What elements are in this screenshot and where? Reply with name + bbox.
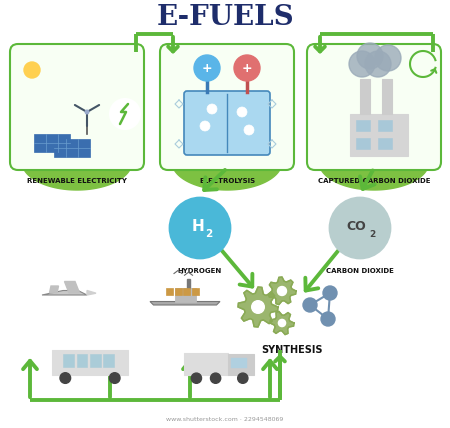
Circle shape	[349, 51, 375, 77]
Circle shape	[279, 319, 286, 327]
Polygon shape	[22, 162, 132, 190]
Text: CARBON DIOXIDE: CARBON DIOXIDE	[326, 268, 394, 274]
FancyBboxPatch shape	[10, 44, 144, 170]
Text: CAPTURED CARBON DIOXIDE: CAPTURED CARBON DIOXIDE	[318, 178, 430, 184]
Bar	[34, 134, 70, 152]
FancyBboxPatch shape	[184, 91, 270, 155]
Bar	[175, 288, 195, 301]
Bar	[231, 358, 247, 368]
Bar	[184, 353, 229, 375]
Polygon shape	[50, 286, 58, 293]
Bar	[378, 138, 392, 149]
Polygon shape	[87, 291, 96, 295]
Circle shape	[375, 45, 401, 71]
Circle shape	[191, 373, 202, 383]
Polygon shape	[150, 301, 220, 305]
Circle shape	[207, 104, 217, 114]
Bar	[192, 288, 199, 294]
Circle shape	[323, 286, 337, 300]
Polygon shape	[268, 277, 296, 305]
Text: RENEWABLE ELECTRICITY: RENEWABLE ELECTRICITY	[27, 178, 127, 184]
Bar	[52, 350, 128, 375]
Text: www.shutterstock.com · 2294548069: www.shutterstock.com · 2294548069	[166, 417, 284, 422]
Polygon shape	[187, 279, 190, 288]
Circle shape	[303, 298, 317, 312]
Circle shape	[321, 312, 335, 326]
Text: 2: 2	[205, 229, 212, 239]
Bar	[104, 354, 114, 367]
Text: 2: 2	[369, 229, 375, 238]
Circle shape	[211, 373, 220, 383]
Polygon shape	[270, 312, 294, 335]
Text: HYDROGEN: HYDROGEN	[178, 268, 222, 274]
Polygon shape	[64, 282, 80, 293]
Bar	[63, 354, 74, 367]
Polygon shape	[172, 162, 282, 190]
Circle shape	[237, 107, 247, 117]
Circle shape	[170, 198, 230, 258]
Circle shape	[238, 373, 248, 383]
Circle shape	[365, 51, 391, 77]
Bar	[356, 138, 370, 149]
Polygon shape	[42, 291, 87, 295]
Circle shape	[330, 198, 390, 258]
Bar	[229, 354, 254, 375]
Circle shape	[194, 55, 220, 81]
Polygon shape	[238, 287, 278, 327]
FancyBboxPatch shape	[307, 44, 441, 170]
Bar	[356, 120, 370, 131]
Bar	[350, 114, 408, 156]
Text: SYNTHESIS: SYNTHESIS	[261, 345, 323, 355]
Circle shape	[109, 373, 120, 383]
Circle shape	[200, 121, 210, 131]
Bar	[183, 288, 190, 294]
Circle shape	[234, 55, 260, 81]
Bar	[382, 79, 392, 114]
Bar	[378, 120, 392, 131]
Bar	[76, 354, 87, 367]
Circle shape	[278, 286, 287, 295]
Text: +: +	[242, 62, 252, 74]
Bar	[54, 139, 90, 157]
Text: ELECTROLYSIS: ELECTROLYSIS	[199, 178, 255, 184]
Circle shape	[24, 62, 40, 78]
Bar	[360, 79, 370, 114]
Text: CO: CO	[346, 220, 366, 232]
Circle shape	[252, 301, 264, 313]
Circle shape	[244, 125, 254, 135]
Circle shape	[357, 43, 383, 69]
Text: H: H	[192, 219, 204, 234]
Bar	[175, 288, 181, 294]
Circle shape	[85, 110, 89, 114]
Circle shape	[60, 373, 71, 383]
Polygon shape	[319, 162, 429, 190]
FancyBboxPatch shape	[160, 44, 294, 170]
Bar	[166, 288, 173, 294]
Text: E-FUELS: E-FUELS	[156, 4, 294, 31]
Text: +: +	[202, 62, 212, 74]
Bar	[90, 354, 101, 367]
Circle shape	[110, 99, 140, 129]
